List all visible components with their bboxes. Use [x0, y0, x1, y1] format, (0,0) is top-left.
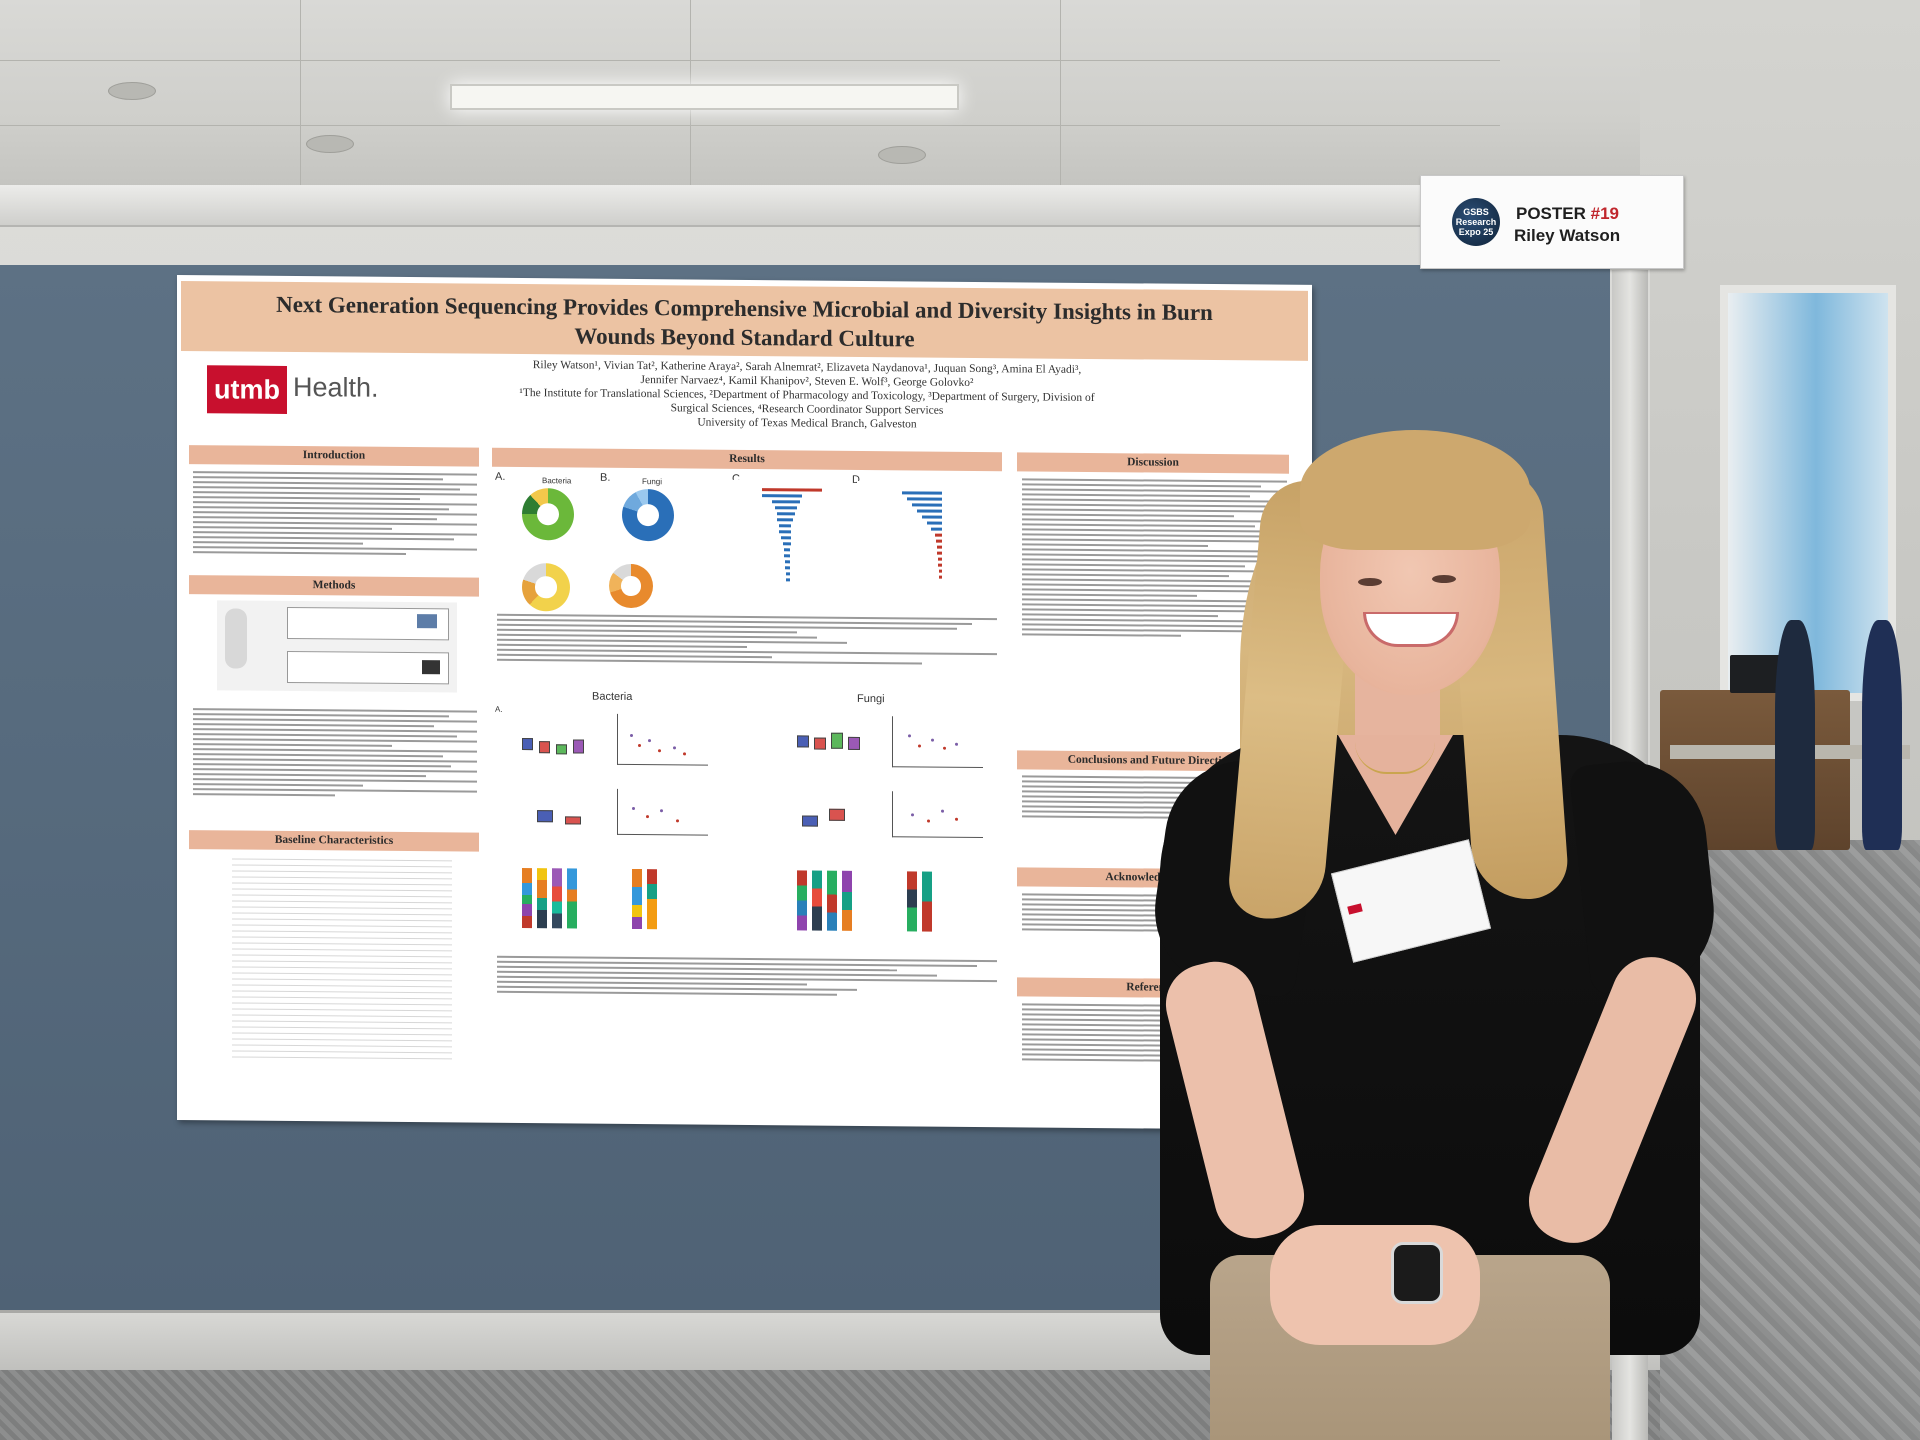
poster-title: Next Generation Sequencing Provides Comp…: [181, 289, 1308, 357]
boxplot: [537, 810, 553, 823]
window: [1720, 285, 1896, 701]
baseline-heading: Baseline Characteristics: [189, 830, 479, 852]
scatter-plot: [892, 791, 983, 839]
abundance-stack: [812, 870, 822, 931]
bacteria-sub-heading: Bacteria: [592, 690, 633, 703]
results-heading: Results: [492, 447, 1002, 472]
bacteria-label: Bacteria: [542, 476, 572, 486]
fungi-donut-2: [609, 563, 653, 609]
presenter-hair-top: [1300, 430, 1530, 550]
scatter-plot: [617, 788, 708, 836]
background-person: [1775, 620, 1815, 850]
scatter-plot: [892, 716, 983, 769]
presenter-eye-left: [1358, 578, 1382, 586]
boxplot: [539, 741, 550, 754]
introduction-text: [193, 468, 477, 573]
methods-heading: Methods: [189, 575, 479, 597]
abundance-stack: [907, 871, 917, 932]
presenter-name: Riley Watson: [1514, 226, 1621, 245]
utmb-logo: utmb: [207, 365, 287, 414]
poster-number: #19: [1590, 204, 1619, 223]
gsbs-logo: GSBS Research Expo 25: [1452, 198, 1500, 246]
boxplot: [848, 736, 860, 750]
abundance-stack: [567, 868, 577, 929]
abundance-stack: [647, 869, 657, 930]
board-top-rail: [0, 185, 1430, 227]
author-block: Riley Watson¹, Vivian Tat², Katherine Ar…: [437, 357, 1177, 433]
smartwatch: [1391, 1242, 1443, 1304]
boxplot: [797, 735, 809, 748]
abundance-stack: [842, 870, 852, 931]
utmb-logo-health: Health.: [293, 372, 379, 403]
abundance-stack: [797, 870, 807, 931]
boxplot: [814, 737, 826, 750]
abundance-stack: [632, 868, 642, 930]
panel-a-label: A.: [495, 470, 506, 483]
boxplot: [573, 739, 584, 754]
presenter-necklace: [1355, 742, 1435, 774]
fungi-species-bars: [857, 480, 977, 607]
panel-b-label: B.: [600, 471, 611, 484]
background-person: [1862, 620, 1902, 850]
methods-diagram: [217, 600, 457, 693]
abundance-stack: [552, 868, 562, 929]
research-poster: Next Generation Sequencing Provides Comp…: [177, 275, 1312, 1130]
boxplot: [556, 744, 567, 755]
ceiling: [0, 0, 1920, 200]
boxplot: [802, 815, 818, 827]
baseline-table: [232, 853, 452, 1071]
boxplot: [522, 738, 533, 751]
poster-header: Next Generation Sequencing Provides Comp…: [181, 281, 1308, 361]
ceiling-light: [450, 84, 959, 110]
boxplot: [565, 816, 581, 825]
abundance-stack: [522, 868, 532, 929]
abundance-stack: [827, 870, 837, 931]
abundance-stack: [537, 868, 547, 929]
poster-number-label: POSTER #19: [1516, 204, 1619, 223]
presenter-hands: [1270, 1225, 1480, 1345]
bacteria-species-bars: [727, 479, 842, 606]
presenter-eye-right: [1432, 575, 1456, 583]
introduction-heading: Introduction: [189, 445, 479, 467]
fungi-sub-heading: Fungi: [857, 692, 885, 706]
scatter-plot: [617, 713, 708, 766]
discussion-heading: Discussion: [1017, 452, 1289, 474]
bacteria-donut: [522, 488, 574, 541]
bacteria-donut-2: [522, 563, 570, 612]
methods-text: [193, 705, 477, 817]
results-summary-text: [497, 953, 997, 1027]
fungi-label: Fungi: [642, 477, 663, 487]
fungi-donut: [622, 488, 674, 542]
panel-e-label: A.: [495, 704, 503, 714]
boxplot: [829, 808, 845, 821]
results-text: [497, 611, 997, 690]
abundance-stack: [922, 871, 932, 932]
boxplot: [831, 732, 843, 749]
